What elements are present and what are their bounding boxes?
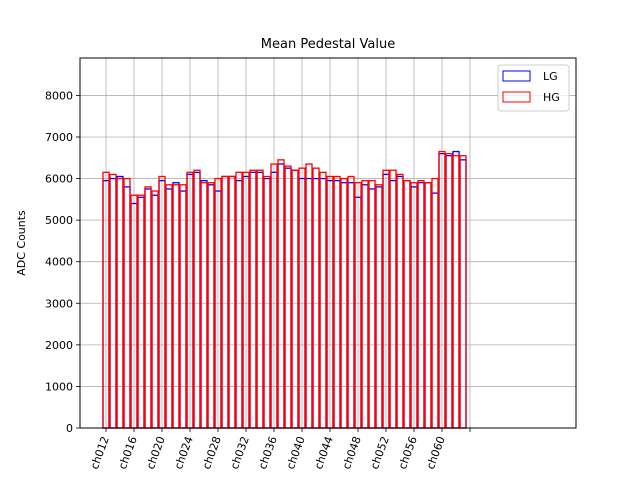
legend-swatch-lg	[502, 70, 531, 82]
plot-frame	[79, 57, 577, 429]
bars-layer	[102, 150, 467, 429]
chart-title: Mean Pedestal Value	[261, 37, 395, 52]
y-tick-label: 0	[66, 422, 73, 435]
y-axis-label: ADC Counts	[15, 210, 28, 276]
y-tick-label: 1000	[45, 380, 73, 393]
y-tick-label: 2000	[45, 339, 73, 352]
legend-label-hg: HG	[543, 91, 560, 104]
y-tick-label: 7000	[45, 131, 73, 144]
grid-layer	[80, 58, 576, 429]
y-tick-label: 6000	[45, 173, 73, 186]
y-axis: 0 1000 2000 3000 4000 5000 6000 7000 8000	[45, 89, 80, 435]
y-tick-label: 8000	[45, 89, 73, 102]
legend-swatch-hg	[502, 91, 531, 103]
legend: LG HG	[497, 64, 570, 112]
y-tick-label: 3000	[45, 297, 73, 310]
y-tick-label: 4000	[45, 256, 73, 269]
legend-box	[497, 64, 570, 112]
y-tick-label: 5000	[45, 214, 73, 227]
legend-label-lg: LG	[543, 70, 558, 83]
